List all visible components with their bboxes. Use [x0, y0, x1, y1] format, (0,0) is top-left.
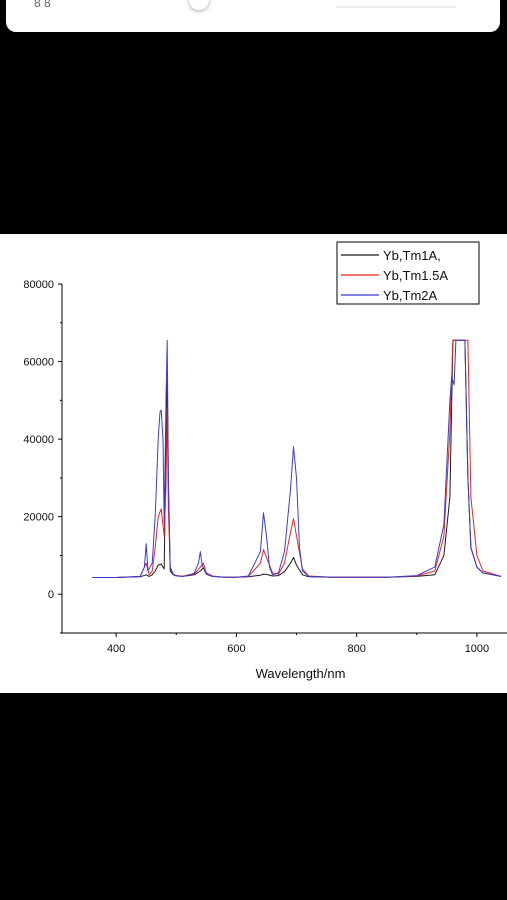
- x-tick-label: 400: [107, 643, 125, 655]
- ticks-layer: 0 20000 40000 60000 80000 400 600 800 1000: [23, 279, 489, 655]
- series-line-2: [92, 339, 502, 578]
- legend-label: Yb,Tm1.5A: [383, 268, 448, 283]
- y-tick-label: 40000: [23, 434, 54, 446]
- spectrum-chart: 0 20000 40000 60000 80000 400 600 800 1000 Wavel…: [23, 241, 507, 681]
- legend-label: Yb,Tm1A,: [383, 248, 441, 263]
- status-card-glyph: 8 8: [34, 0, 51, 10]
- plot-frame: [61, 284, 507, 634]
- chart-panel: 0 20000 40000 60000 80000 400 600 800 1000 Wavel…: [0, 234, 507, 693]
- series-layer: [92, 339, 502, 578]
- x-tick-label: 600: [227, 643, 245, 655]
- y-tick-label: 60000: [23, 357, 54, 369]
- x-axis-title: Wavelength/nm: [256, 666, 346, 681]
- x-tick-label: 1000: [465, 643, 489, 655]
- legend-box: [336, 241, 480, 305]
- slider-knob[interactable]: [189, 0, 209, 10]
- series-line-1: [92, 339, 502, 578]
- status-card-divider: [336, 6, 456, 8]
- x-tick-label: 800: [347, 643, 365, 655]
- legend-label: Yb,Tm2A: [383, 288, 438, 303]
- series-line-3: [92, 339, 502, 578]
- legend: Yb,Tm1A, Yb,Tm1.5A Yb,Tm2A: [336, 241, 480, 305]
- y-tick-label: 80000: [23, 279, 54, 291]
- y-tick-label: 20000: [23, 512, 54, 524]
- status-card: 8 8: [6, 0, 500, 32]
- y-tick-label: 0: [48, 589, 54, 601]
